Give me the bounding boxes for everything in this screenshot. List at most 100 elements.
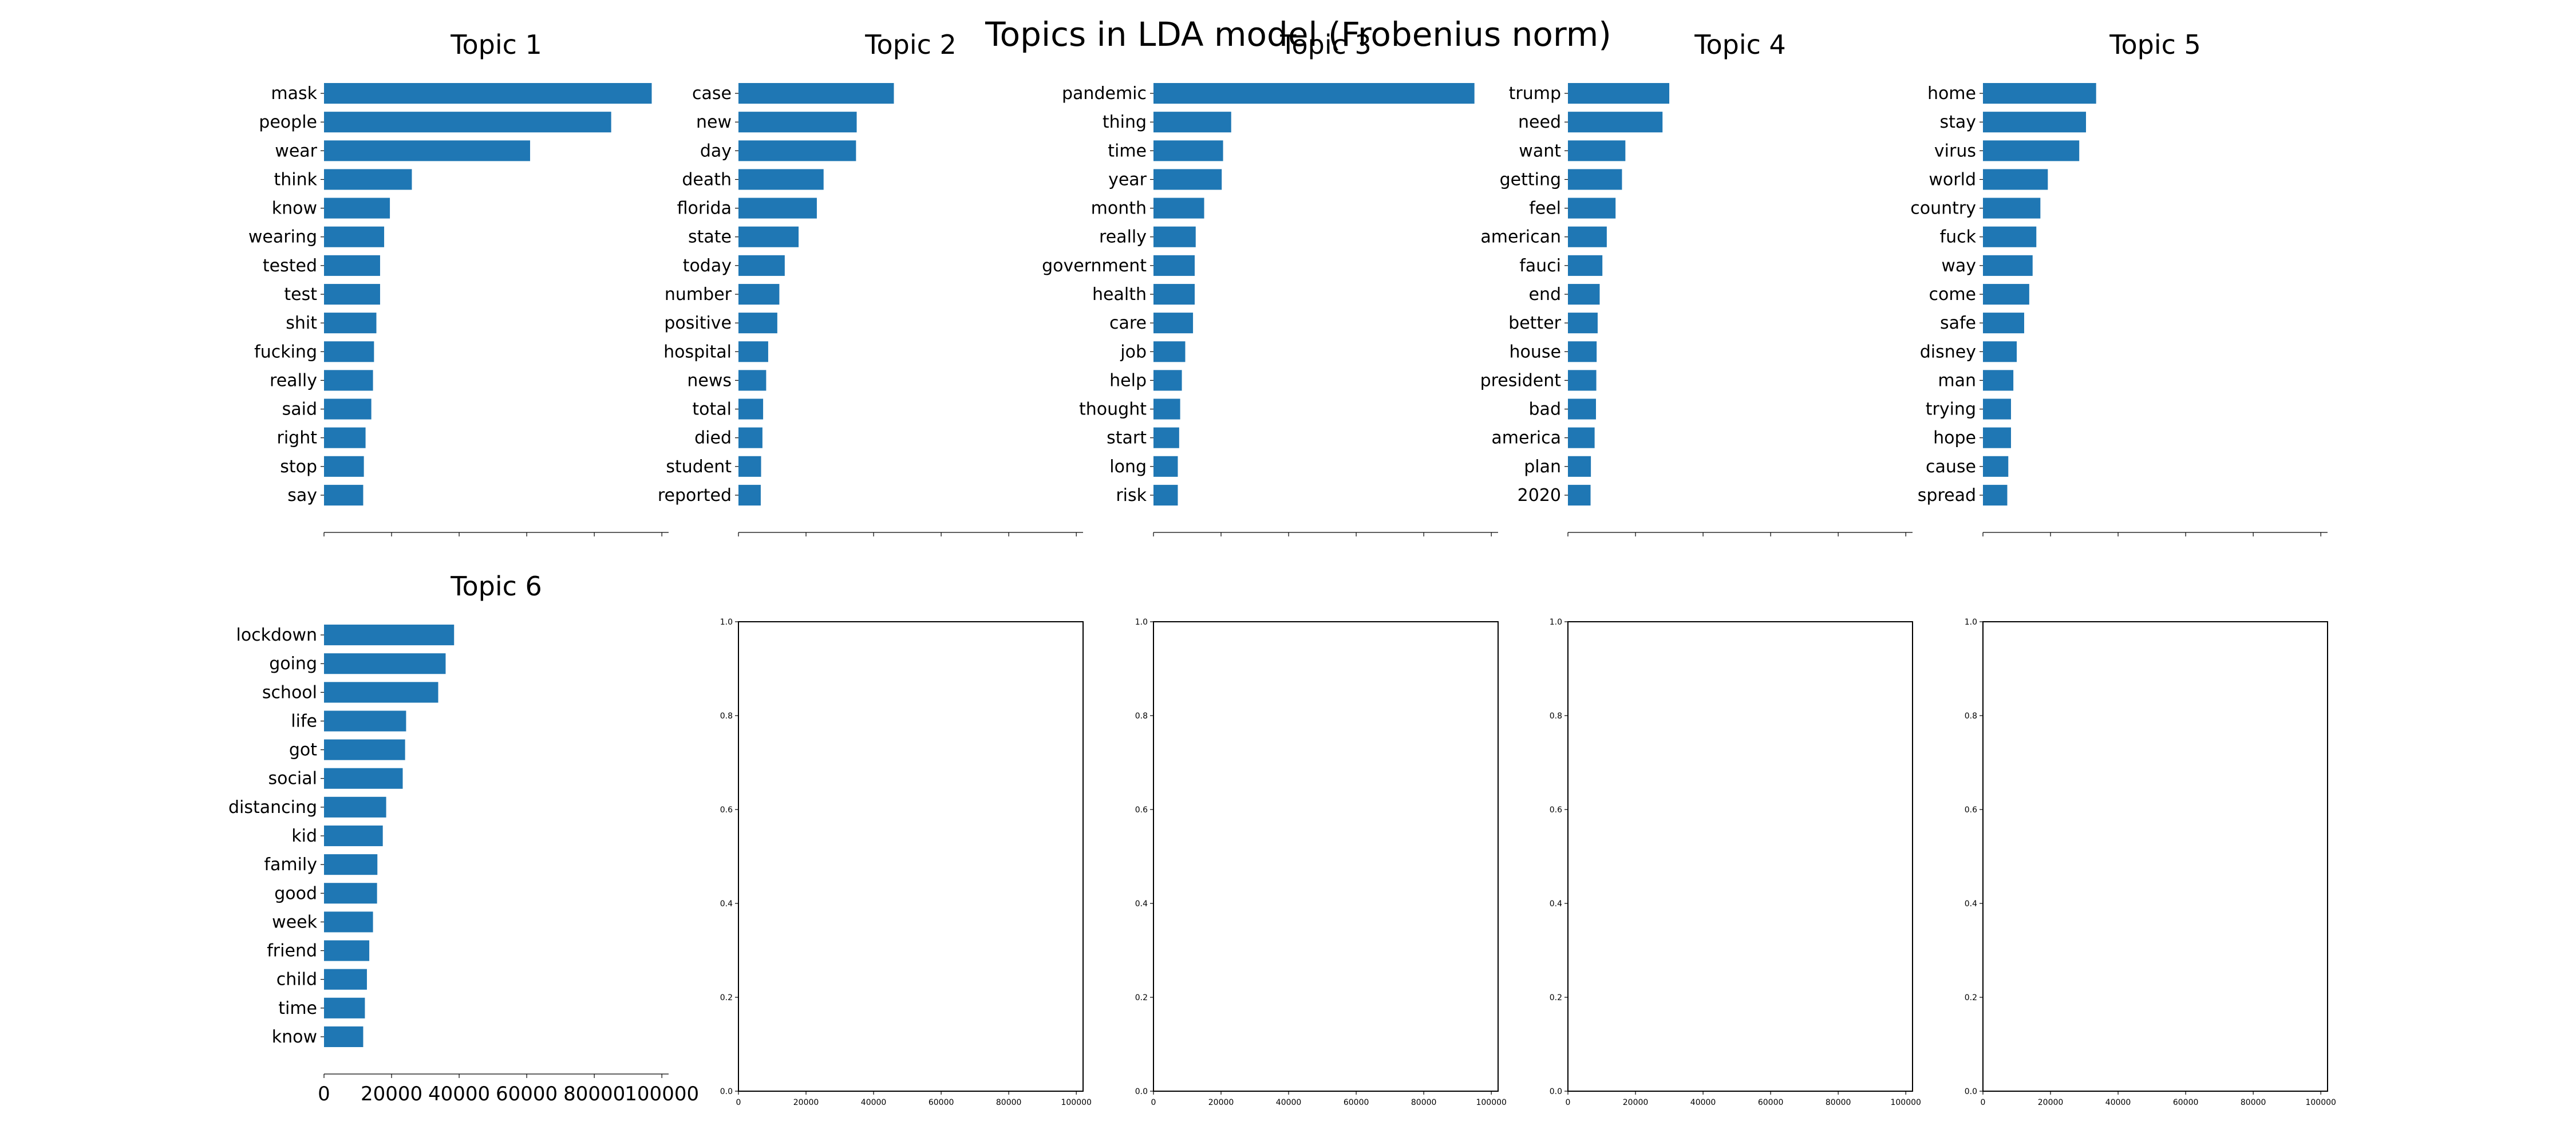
category-label: student xyxy=(666,457,732,477)
category-label: state xyxy=(688,227,732,247)
subplot-10: 0 20000 40000 60000 80000 100000 0.0 0.2 0.4 0.6 0… xyxy=(1965,618,2336,1107)
bar xyxy=(324,398,372,420)
category-label: fuck xyxy=(1940,227,1977,247)
bar xyxy=(324,341,374,362)
y-tick-label: 0.2 xyxy=(1965,993,1977,1002)
x-tick-label: 80000 xyxy=(1411,1098,1437,1107)
x-tick-label: 40000 xyxy=(1690,1098,1716,1107)
bar xyxy=(738,226,799,247)
category-label: life xyxy=(291,711,317,731)
subplot-4: Topic 4 trump need want getting feel american f… xyxy=(1480,29,1913,536)
category-label: child xyxy=(276,970,317,990)
category-label: florida xyxy=(677,199,732,219)
bar xyxy=(738,198,817,219)
bar xyxy=(1983,427,2011,448)
category-label: family xyxy=(264,855,317,875)
bar xyxy=(1153,169,1222,190)
bar xyxy=(1568,255,1603,276)
category-label: said xyxy=(282,400,317,420)
x-tick-label: 20000 xyxy=(1208,1098,1234,1107)
category-label: really xyxy=(270,370,317,390)
subplot-7: 0 20000 40000 60000 80000 100000 0.0 0.2 0.4 0.6 0… xyxy=(720,618,1092,1107)
category-label: month xyxy=(1091,199,1147,219)
category-label: mask xyxy=(271,84,317,104)
bar xyxy=(738,140,856,161)
x-tick-label: 60000 xyxy=(496,1083,558,1105)
category-label: say xyxy=(287,485,317,506)
category-label: day xyxy=(700,141,732,161)
category-label: trump xyxy=(1509,84,1561,104)
category-label: right xyxy=(277,428,318,448)
y-tick-label: 0.6 xyxy=(1965,806,1977,815)
y-tick-label: 0.0 xyxy=(1965,1087,1977,1096)
bar xyxy=(1153,398,1180,420)
bar xyxy=(324,1026,364,1047)
bar xyxy=(1153,83,1475,104)
bar xyxy=(324,313,377,334)
bar xyxy=(1983,169,2048,190)
x-tick-label: 100000 xyxy=(1061,1098,1091,1107)
category-label: health xyxy=(1092,285,1147,305)
bar xyxy=(738,313,777,334)
x-tick-label: 60000 xyxy=(1758,1098,1784,1107)
category-label: today xyxy=(683,256,732,276)
bar xyxy=(1153,370,1182,391)
y-tick-label: 0.8 xyxy=(1135,712,1148,721)
x-tick-label: 40000 xyxy=(2105,1098,2131,1107)
bar xyxy=(1568,198,1616,219)
x-tick-label: 0 xyxy=(1566,1098,1571,1107)
bar xyxy=(324,83,652,104)
category-label: risk xyxy=(1116,485,1147,506)
y-tick-label: 0.4 xyxy=(720,899,733,909)
subplot-6: Topic 6 lockdown going school life got social d… xyxy=(228,571,699,1105)
category-label: year xyxy=(1108,169,1147,189)
x-tick-label: 20000 xyxy=(361,1083,422,1105)
category-label: spread xyxy=(1918,485,1976,506)
bar xyxy=(324,140,531,161)
bar xyxy=(738,398,764,420)
bar xyxy=(738,341,768,362)
bar xyxy=(324,169,412,190)
bar xyxy=(1153,255,1195,276)
y-tick-label: 0.4 xyxy=(1135,899,1148,909)
bar xyxy=(1568,341,1597,362)
subplot-title: Topic 3 xyxy=(1279,29,1372,60)
category-label: kid xyxy=(291,826,317,846)
bar xyxy=(324,625,455,646)
bar xyxy=(738,427,762,448)
category-label: disney xyxy=(1920,342,1976,362)
bar xyxy=(1568,140,1626,161)
bar xyxy=(738,169,824,190)
x-tick-label: 0 xyxy=(736,1098,741,1107)
x-tick-label: 20000 xyxy=(793,1098,819,1107)
category-label: come xyxy=(1929,285,1976,305)
category-label: fauci xyxy=(1519,256,1561,276)
category-label: wear xyxy=(275,141,317,161)
category-label: wearing xyxy=(248,227,317,247)
category-label: cause xyxy=(1926,457,1976,477)
y-tick-label: 1.0 xyxy=(720,618,733,627)
y-tick-label: 1.0 xyxy=(1550,618,1562,627)
bar xyxy=(324,997,365,1018)
category-label: 2020 xyxy=(1518,485,1561,506)
x-tick-label: 80000 xyxy=(2241,1098,2266,1107)
category-label: fucking xyxy=(254,342,317,362)
bar xyxy=(1983,341,2017,362)
bar xyxy=(324,911,373,933)
bar xyxy=(1983,370,2014,391)
subplot-2: Topic 2 case new day death florida state today n… xyxy=(658,29,1083,536)
x-tick-label: 0 xyxy=(1151,1098,1156,1107)
y-tick-label: 0.6 xyxy=(720,806,733,815)
x-tick-label: 100000 xyxy=(2305,1098,2336,1107)
category-label: end xyxy=(1528,285,1561,305)
category-label: news xyxy=(687,370,732,390)
y-tick-label: 0.4 xyxy=(1550,899,1562,909)
bar xyxy=(324,427,366,448)
y-tick-label: 0.0 xyxy=(1550,1087,1562,1096)
bar xyxy=(738,456,761,477)
category-label: government xyxy=(1042,256,1147,276)
bar xyxy=(324,255,380,276)
x-tick-label: 100000 xyxy=(1476,1098,1506,1107)
subplot-3: Topic 3 pandemic thing time year month really g… xyxy=(1042,29,1498,536)
category-label: want xyxy=(1519,141,1561,161)
